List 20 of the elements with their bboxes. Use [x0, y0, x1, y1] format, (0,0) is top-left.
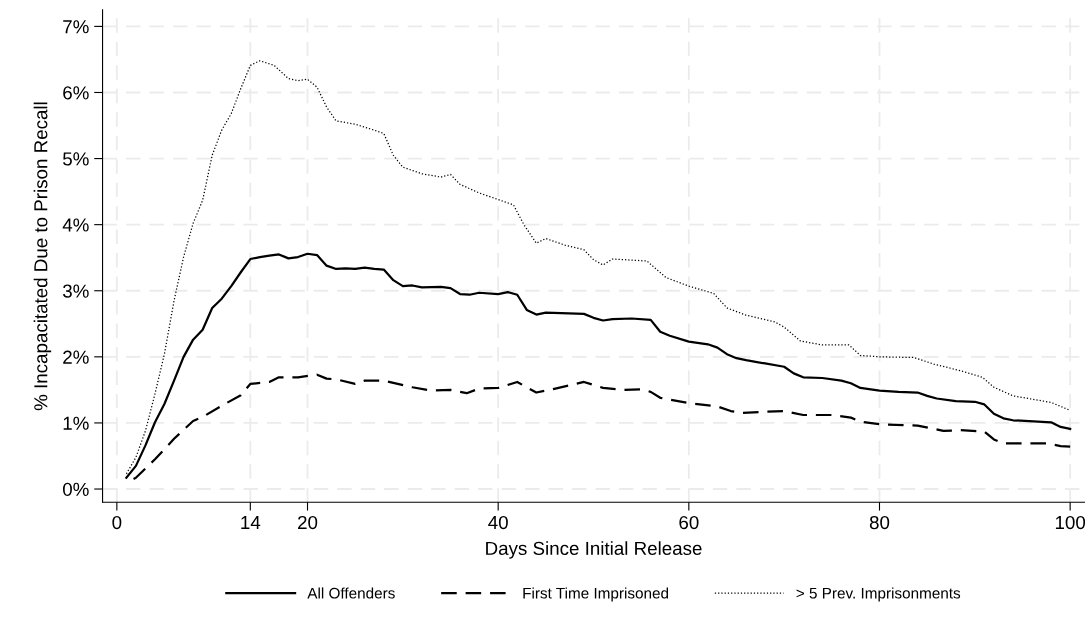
y-tick-label: 3%	[62, 284, 89, 298]
y-tick-label: 7%	[63, 20, 89, 34]
y-axis-title: % Incapacitated Due to Prison Recall	[33, 102, 52, 411]
x-axis-title: Days Since Initial Release	[486, 541, 702, 559]
x-tick-label: 80	[869, 515, 890, 530]
x-tick-label: 100	[1055, 515, 1086, 530]
x-tick-label: 0	[112, 515, 122, 530]
y-tick-label: 5%	[63, 152, 89, 166]
y-tick-label: 6%	[63, 86, 89, 100]
x-tick-label: 14	[241, 516, 261, 530]
y-tick-label: 1%	[63, 416, 89, 430]
x-tick-label: 60	[679, 515, 699, 530]
legend-label: > 5 Prev. Imprisonments	[796, 587, 961, 602]
y-tick-label: 2%	[63, 350, 89, 364]
legend-label: First Time Imprisoned	[523, 587, 669, 602]
x-tick-label: 20	[298, 515, 318, 530]
y-tick-label: 0%	[62, 482, 89, 496]
x-tick-label: 40	[488, 515, 508, 530]
legend-label: All Offenders	[307, 587, 395, 599]
y-tick-label: 4%	[62, 218, 89, 232]
